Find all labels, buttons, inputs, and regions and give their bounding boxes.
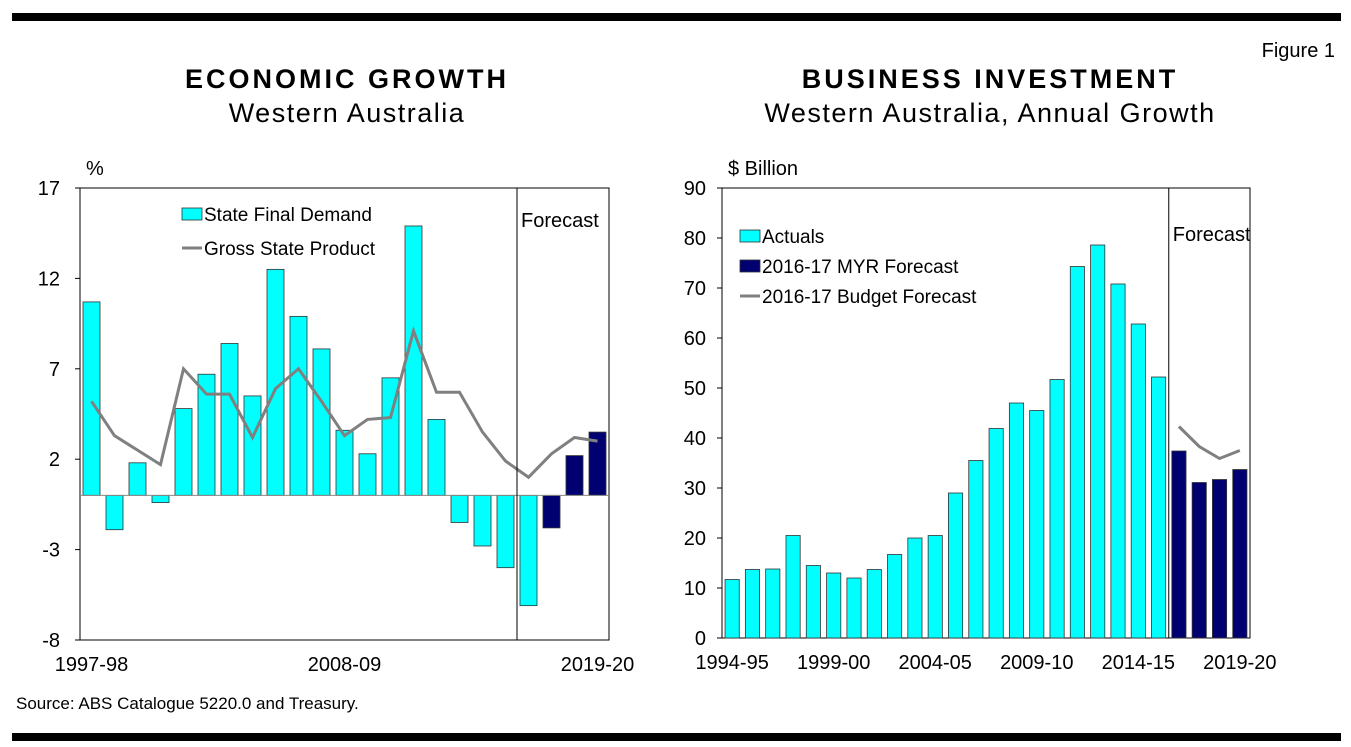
growth-bar	[335, 429, 354, 496]
growth-bar	[82, 301, 101, 496]
growth-bar	[519, 494, 538, 607]
investment-bar	[968, 460, 984, 639]
investment-bar	[1069, 266, 1085, 639]
chart-title-right: BUSINESS INVESTMENT	[801, 64, 1179, 94]
investment-x-tick-label: 2004-05	[899, 652, 972, 674]
investment-legend-label: 2016-17 Budget Forecast	[762, 287, 977, 308]
investment-y-tick-label: 0	[695, 628, 706, 650]
growth-plot-frame	[79, 187, 610, 641]
growth-y-tick-label: -3	[42, 540, 60, 562]
investment-bar	[1029, 410, 1045, 639]
investment-bar	[765, 568, 781, 639]
investment-bar	[846, 577, 862, 639]
investment-plot-frame	[721, 187, 1251, 639]
growth-forecast-label: Forecast	[521, 210, 599, 232]
investment-bar	[1110, 283, 1126, 639]
growth-bar	[243, 395, 262, 496]
growth-bar	[404, 225, 423, 496]
y-axis-unit-left: %	[86, 158, 104, 180]
investment-y-tick-label: 90	[684, 178, 706, 200]
investment-bar-forecast	[1191, 482, 1207, 639]
chart-subtitle-right: Western Australia, Annual Growth	[764, 98, 1216, 128]
investment-y-tick-label: 10	[684, 578, 706, 600]
investment-bar	[826, 572, 842, 639]
investment-x-tick-label: 1994-95	[695, 652, 768, 674]
growth-bar	[128, 462, 147, 496]
investment-bar	[805, 565, 821, 639]
investment-bar	[1049, 379, 1065, 639]
investment-bar	[866, 569, 882, 639]
growth-y-tick-label: 2	[49, 449, 60, 471]
bottom-rule	[12, 733, 1341, 741]
growth-bar	[312, 348, 331, 496]
growth-y-tick-label: -8	[42, 630, 60, 652]
investment-legend-swatch	[739, 259, 761, 273]
investment-forecast-label: Forecast	[1173, 224, 1251, 246]
investment-y-tick-label: 40	[684, 428, 706, 450]
growth-bar	[473, 494, 492, 547]
investment-y-tick-label: 30	[684, 478, 706, 500]
investment-bar-forecast	[1212, 479, 1228, 639]
figure-label: Figure 1	[1261, 40, 1335, 62]
investment-y-tick-label: 50	[684, 378, 706, 400]
growth-legend-label: Gross State Product	[204, 239, 376, 260]
growth-bar	[358, 453, 377, 496]
investment-x-tick-label: 2009-10	[1000, 652, 1073, 674]
investment-bar	[744, 569, 760, 639]
growth-bar	[105, 494, 124, 531]
investment-bar	[907, 537, 923, 639]
top-rule	[12, 13, 1341, 21]
y-axis-unit-right: $ Billion	[728, 158, 799, 180]
investment-bar-forecast	[1171, 450, 1187, 639]
investment-y-tick-label: 80	[684, 228, 706, 250]
growth-bar	[496, 494, 515, 569]
growth-legend-label: State Final Demand	[204, 205, 372, 226]
investment-legend-swatch	[739, 229, 761, 243]
growth-bar-forecast	[542, 494, 561, 529]
growth-legend-swatch	[181, 207, 203, 221]
growth-bar	[289, 315, 308, 496]
chart-title-left: ECONOMIC GROWTH	[185, 64, 509, 94]
investment-y-tick-label: 60	[684, 328, 706, 350]
investment-bar	[1008, 402, 1024, 639]
growth-line-series	[90, 325, 598, 480]
growth-bar-forecast	[565, 455, 584, 496]
growth-x-tick-label: 1997-98	[55, 654, 128, 676]
investment-bar	[724, 579, 740, 639]
growth-bar	[220, 343, 239, 496]
investment-bar	[887, 554, 903, 639]
investment-x-tick-label: 1999-00	[797, 652, 870, 674]
chart-subtitle-left: Western Australia	[228, 98, 466, 128]
growth-x-tick-label: 2008-09	[308, 654, 381, 676]
investment-y-tick-label: 70	[684, 278, 706, 300]
growth-y-tick-label: 12	[38, 268, 60, 290]
investment-legend-label: Actuals	[762, 227, 824, 248]
investment-x-tick-label: 2014-15	[1102, 652, 1175, 674]
growth-x-tick-label: 2019-20	[561, 654, 634, 676]
investment-legend-label: 2016-17 MYR Forecast	[762, 257, 959, 278]
investment-bar	[1090, 244, 1106, 639]
investment-x-tick-label: 2019-20	[1203, 652, 1276, 674]
investment-bar	[1151, 376, 1167, 639]
growth-bar	[450, 494, 469, 523]
investment-bar	[1130, 323, 1146, 639]
source-note: Source: ABS Catalogue 5220.0 and Treasur…	[16, 694, 359, 713]
growth-y-tick-label: 7	[49, 359, 60, 381]
growth-y-tick-label: 17	[38, 178, 60, 200]
growth-bar	[151, 494, 170, 503]
investment-y-tick-label: 20	[684, 528, 706, 550]
investment-bar	[785, 535, 801, 639]
investment-bar-forecast	[1232, 469, 1248, 639]
investment-bar	[988, 428, 1004, 639]
investment-bar	[948, 492, 964, 639]
investment-line-series	[1177, 425, 1241, 461]
growth-bar	[174, 408, 193, 496]
growth-bar	[427, 419, 446, 496]
investment-bar	[927, 535, 943, 639]
